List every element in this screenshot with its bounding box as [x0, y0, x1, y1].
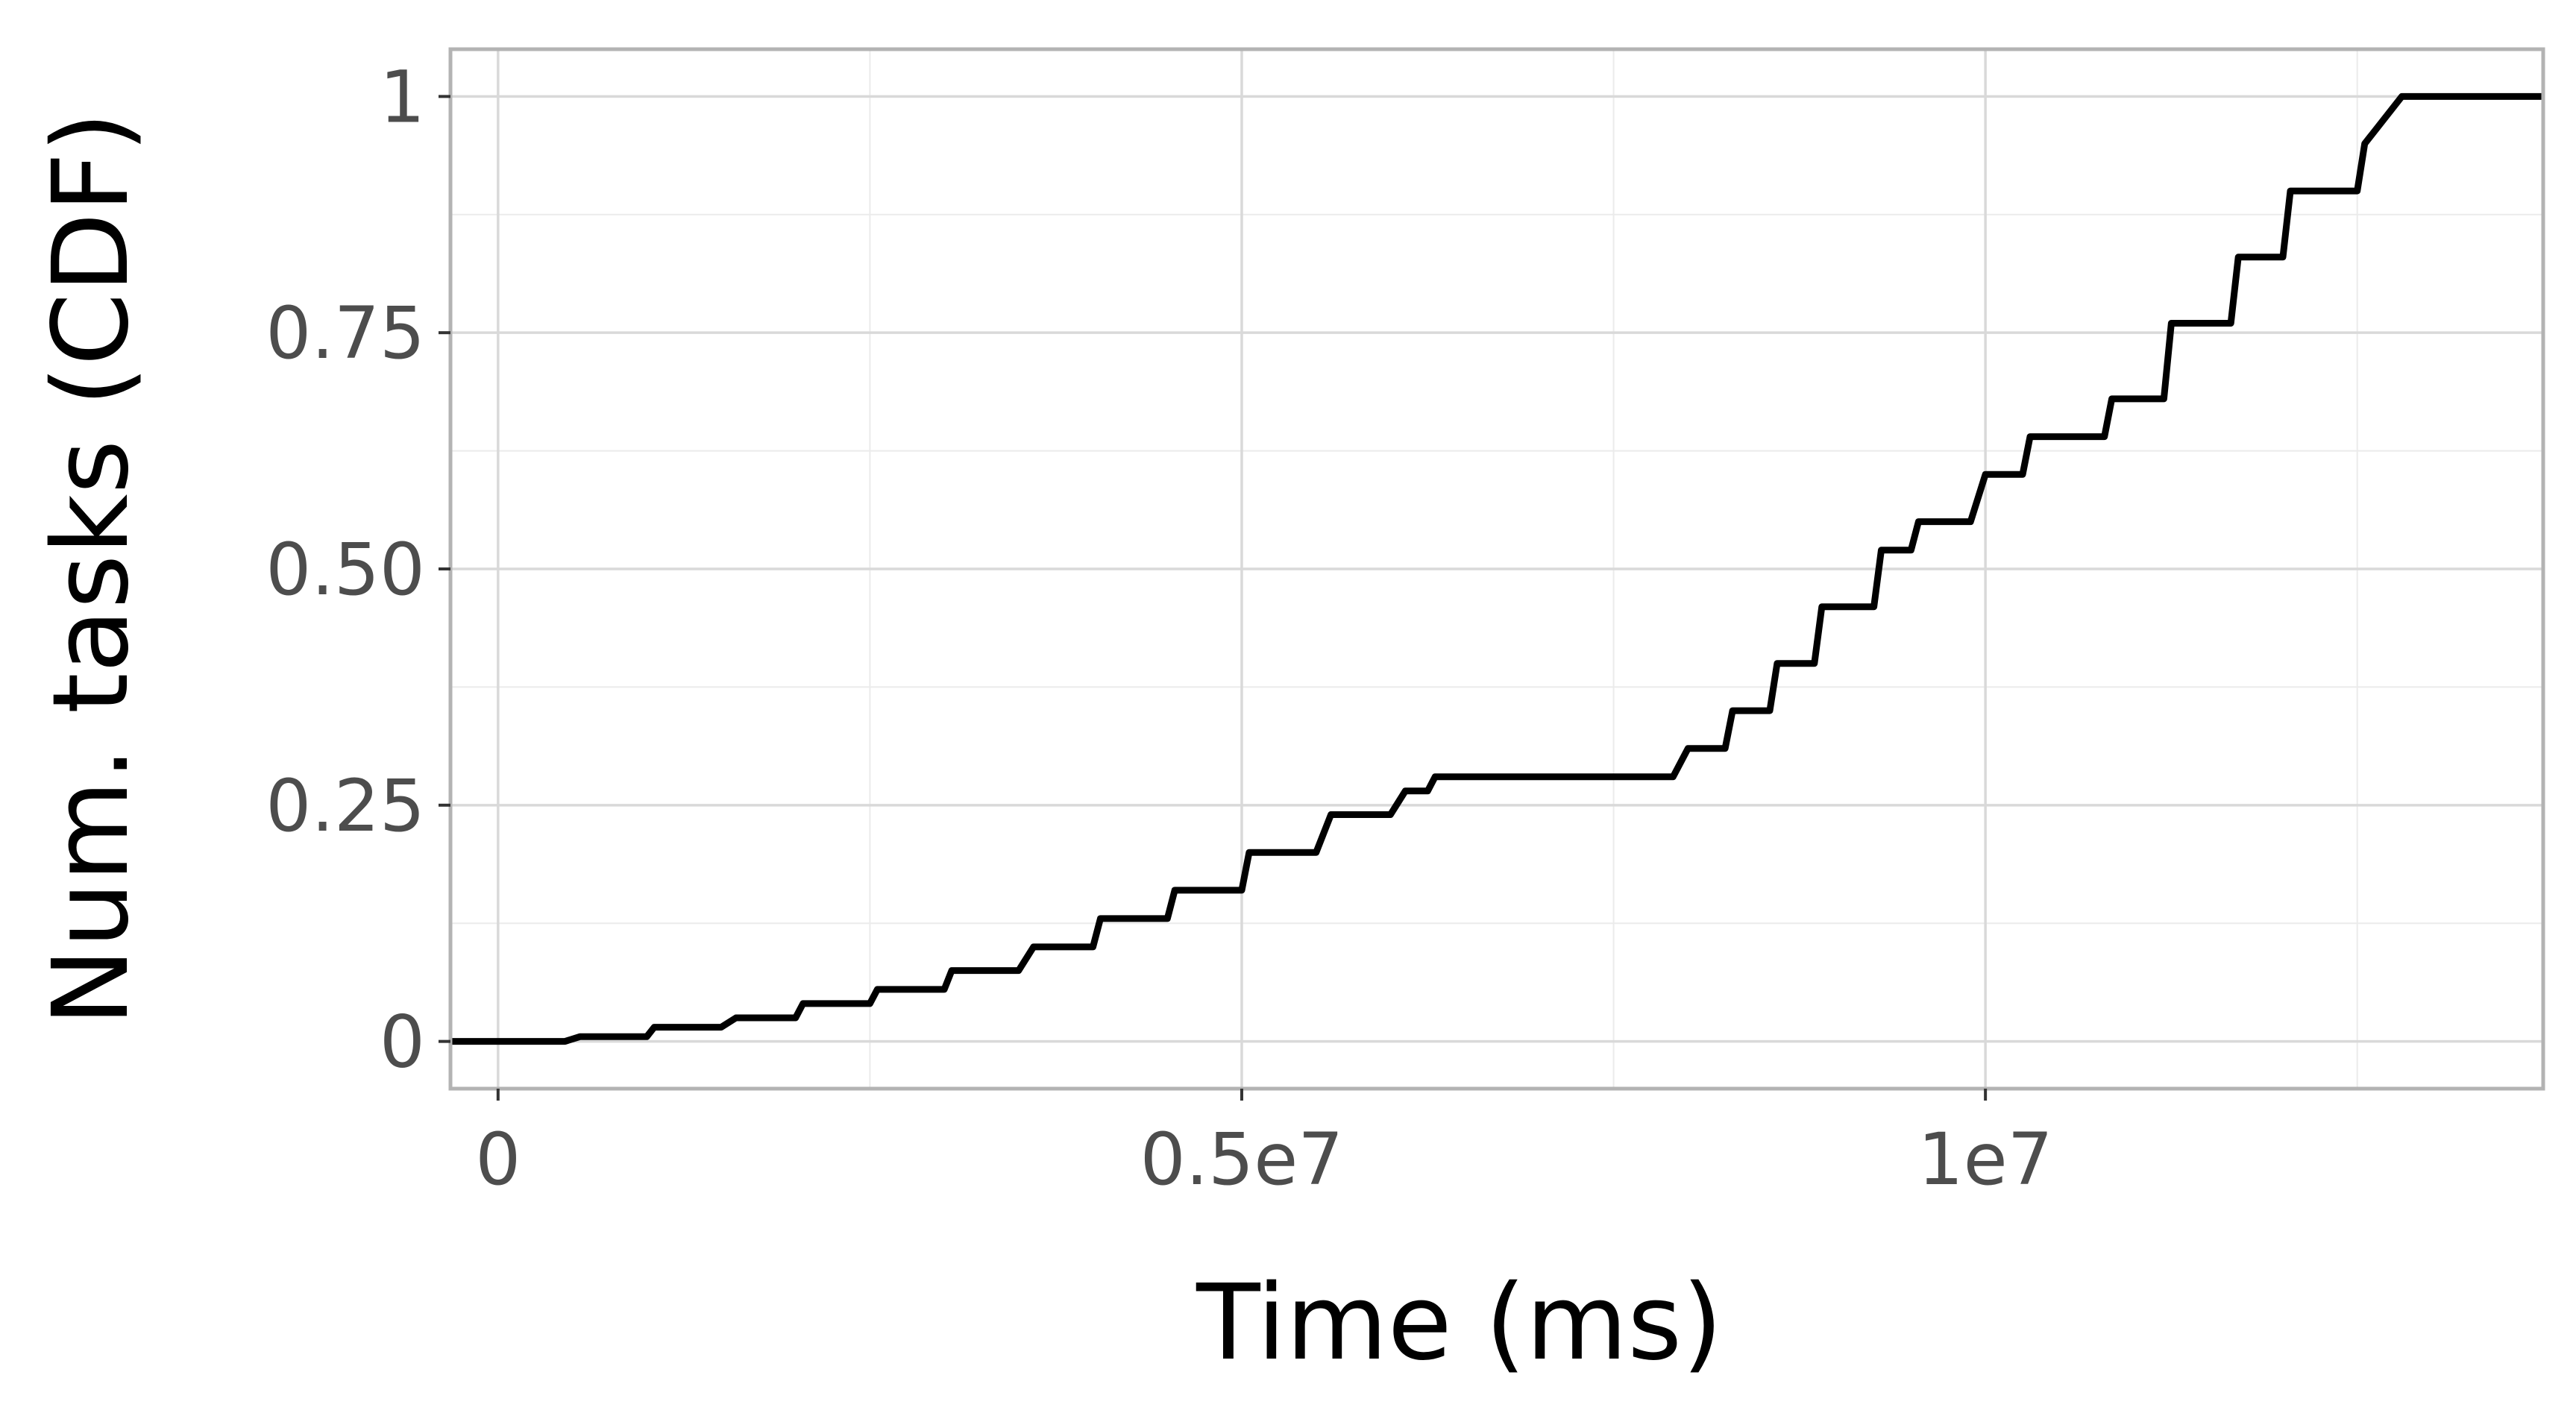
y-axis-title: Num. tasks (CDF)	[31, 112, 152, 1026]
y-tick-label: 0	[380, 1001, 425, 1084]
major-grid	[450, 49, 2543, 1089]
y-tick-label: 1	[380, 55, 425, 139]
x-tick-label: 0.5e7	[1140, 1118, 1344, 1201]
y-axis-ticks: 0 0.25 0.50 0.75 1	[266, 55, 450, 1084]
x-axis-ticks: 0 0.5e7 1e7	[475, 1089, 2053, 1201]
series-layer	[450, 92, 2543, 1045]
x-tick-label: 1e7	[1918, 1118, 2053, 1201]
y-tick-label: 0.50	[266, 528, 425, 611]
x-tick-label: 0	[475, 1118, 521, 1201]
y-tick-label: 0.75	[266, 292, 425, 375]
y-tick-label: 0.25	[266, 764, 425, 848]
x-axis-title: Time (ms)	[1196, 1262, 1723, 1384]
cdf-series-line	[450, 92, 2543, 1045]
